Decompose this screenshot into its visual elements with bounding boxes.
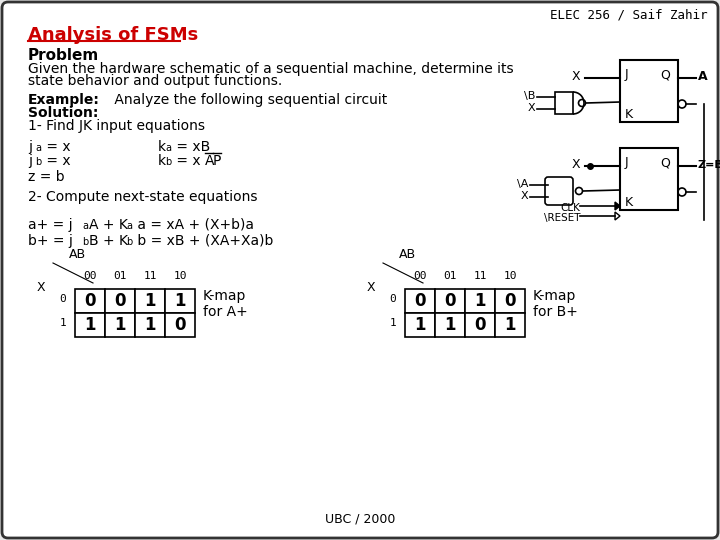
Text: a: a [126,221,132,231]
Text: a: a [35,143,41,153]
Text: AB: AB [69,248,86,261]
Bar [465,313,495,337]
Text: 1- Find JK input equations: 1- Find JK input equations [28,119,205,133]
Text: 0: 0 [414,292,426,310]
Text: 11: 11 [473,271,487,281]
Text: UBC / 2000: UBC / 2000 [325,513,395,526]
Text: 0: 0 [474,316,486,334]
Text: Q: Q [660,68,670,81]
Text: Solution:: Solution: [28,106,99,120]
Bar [135,313,165,337]
Text: 1: 1 [504,316,516,334]
Text: Problem: Problem [28,48,99,63]
Text: X: X [367,281,376,294]
Bar [105,289,135,313]
Text: B + K: B + K [89,234,128,248]
Text: A: A [205,154,215,168]
Text: J: J [625,156,629,169]
Text: 0: 0 [444,292,456,310]
Text: for A+: for A+ [203,305,248,319]
Bar [465,289,495,313]
Text: X: X [527,103,535,113]
Text: a = xA + (X+b)a: a = xA + (X+b)a [133,218,254,232]
Bar [165,313,195,337]
Text: P: P [213,154,221,168]
Text: a: a [82,221,88,231]
Text: AB: AB [399,248,416,261]
Text: 11: 11 [143,271,157,281]
Text: 1: 1 [144,292,156,310]
Bar [135,289,165,313]
Bar [495,313,525,337]
Text: 1: 1 [144,316,156,334]
Text: 1: 1 [474,292,486,310]
Text: Q: Q [660,156,670,169]
Text: \A: \A [517,179,528,189]
Bar [105,313,135,337]
Text: \RESET: \RESET [544,213,580,223]
Text: 01: 01 [113,271,127,281]
Bar [435,313,465,337]
Bar [405,289,435,313]
Text: 0: 0 [114,292,126,310]
Text: \B: \B [523,91,535,101]
Bar [75,313,105,337]
Text: CLK: CLK [560,203,580,213]
Text: J: J [625,68,629,81]
Text: Z=B: Z=B [698,160,720,170]
Text: b: b [165,157,171,167]
Text: 10: 10 [503,271,517,281]
Text: for B+: for B+ [533,305,578,319]
Text: j: j [28,140,32,154]
Text: Given the hardware schematic of a sequential machine, determine its: Given the hardware schematic of a sequen… [28,62,513,76]
Bar [495,289,525,313]
Text: 1: 1 [84,316,96,334]
Text: 0: 0 [174,316,186,334]
Text: 0: 0 [504,292,516,310]
Text: X: X [521,191,528,201]
Text: 1: 1 [390,318,397,328]
Text: K-map: K-map [203,289,246,303]
Text: state behavior and output functions.: state behavior and output functions. [28,74,282,88]
Bar [75,289,105,313]
Text: A: A [698,71,708,84]
Text: b: b [82,237,89,247]
Text: X: X [37,281,45,294]
Text: Analysis of FSMs: Analysis of FSMs [28,26,198,44]
Text: = x: = x [42,154,71,168]
Text: b = xB + (XA+Xa)b: b = xB + (XA+Xa)b [133,234,274,248]
Text: = x: = x [42,140,71,154]
Text: a+ = j: a+ = j [28,218,73,232]
Text: Analyze the following sequential circuit: Analyze the following sequential circuit [110,93,387,107]
Text: A + K: A + K [89,218,128,232]
Text: k: k [158,154,166,168]
Text: 1: 1 [444,316,456,334]
Text: 1: 1 [174,292,186,310]
Text: 1: 1 [414,316,426,334]
Text: k: k [158,140,166,154]
Text: K: K [625,196,633,209]
Text: 2- Compute next-state equations: 2- Compute next-state equations [28,190,258,204]
Text: 00: 00 [84,271,96,281]
Text: z = b: z = b [28,170,65,184]
Text: 1: 1 [60,318,66,328]
Text: 0: 0 [60,294,66,304]
Text: b: b [126,237,132,247]
Bar [620,148,678,210]
Text: j: j [28,154,32,168]
Text: Example:: Example: [28,93,100,107]
Bar [555,92,573,114]
Bar [405,313,435,337]
Text: K-map: K-map [533,289,577,303]
Bar [620,60,678,122]
Text: b: b [35,157,41,167]
FancyBboxPatch shape [545,177,573,205]
Text: X: X [572,159,580,172]
Bar [165,289,195,313]
Text: = xB: = xB [172,140,210,154]
Text: 10: 10 [174,271,186,281]
Polygon shape [615,202,620,210]
Bar [435,289,465,313]
Text: 01: 01 [444,271,456,281]
